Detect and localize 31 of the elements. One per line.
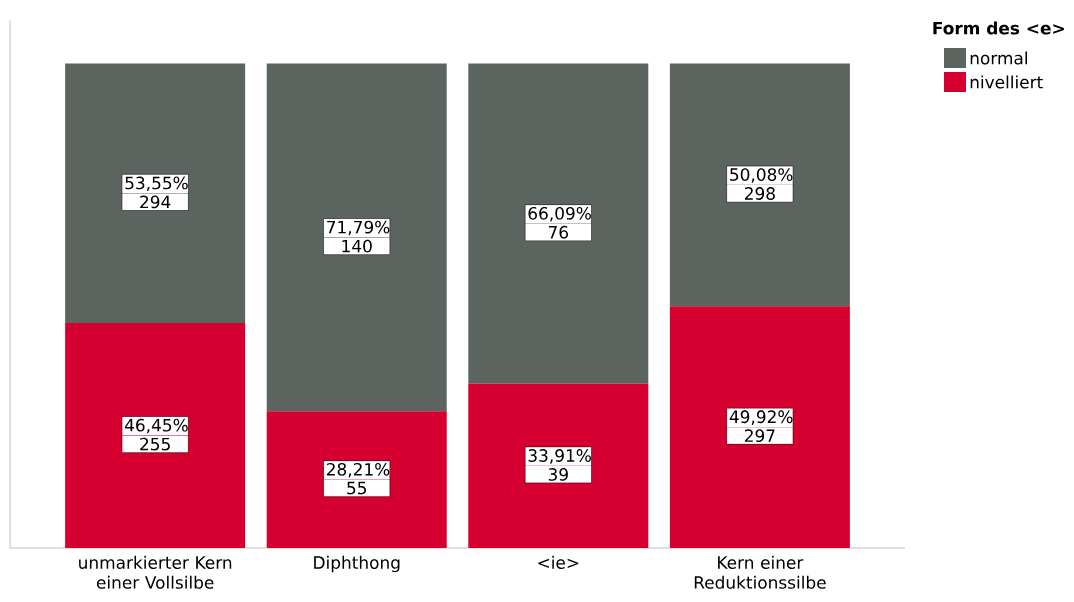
x-tick-label: Kern einer Reduktionssilbe xyxy=(694,555,826,589)
data-label: 33,91% xyxy=(528,449,591,464)
annotation: 55 xyxy=(347,481,367,495)
bar xyxy=(266,63,447,412)
x-tick-label: Diphthong xyxy=(314,555,400,573)
data-label: 53,55% xyxy=(125,176,188,192)
bar xyxy=(468,383,649,548)
bar xyxy=(65,322,246,548)
annotation: 255 xyxy=(140,437,170,451)
annotation: 298 xyxy=(744,187,775,200)
legend-title: Form des <e> xyxy=(933,21,1064,35)
bar xyxy=(468,63,649,384)
x-tick-label: <ie> xyxy=(538,555,579,569)
annotation: 294 xyxy=(140,195,171,209)
data-label: 66,09% xyxy=(528,206,591,222)
bar xyxy=(669,63,850,307)
legend-label: normal xyxy=(970,51,1027,65)
data-label: 46,45% xyxy=(124,418,188,434)
data-label: 49,92% xyxy=(729,410,793,425)
annotation: 76 xyxy=(548,225,568,239)
annotation: 39 xyxy=(548,468,568,481)
bar xyxy=(266,411,447,548)
data-label: 28,21% xyxy=(326,462,390,478)
data-label: 71,79% xyxy=(327,220,390,236)
legend-label: nivelliert xyxy=(970,75,1043,89)
data-label: 50,08% xyxy=(730,168,793,183)
x-tick-label: unmarkierter Kern einer Vollsilbe xyxy=(79,555,232,589)
bar xyxy=(669,306,850,548)
bar xyxy=(65,63,246,323)
annotation: 140 xyxy=(342,239,372,253)
annotation: 297 xyxy=(744,429,775,443)
